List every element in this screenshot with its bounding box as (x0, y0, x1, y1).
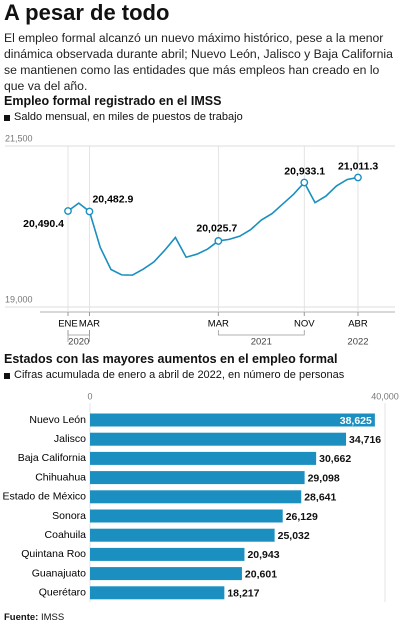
data-label: 20,943 (247, 549, 279, 561)
data-label: 20,482.9 (92, 193, 133, 205)
data-label: 18,217 (227, 588, 259, 600)
source: Fuente: IMSS (4, 612, 64, 623)
category-label: Quintana Roo (21, 548, 86, 560)
data-label: 20,601 (245, 568, 277, 580)
group-label: 2021 (251, 337, 272, 348)
bar (90, 586, 225, 600)
category-label: Guanajuato (32, 567, 86, 579)
x-tick-label: NOV (294, 319, 315, 330)
point-marker (300, 178, 309, 187)
point-marker (64, 207, 72, 215)
y-tick-label: 21,500 (5, 133, 33, 143)
bar (90, 509, 283, 523)
bar (90, 567, 242, 581)
group-bracket (67, 330, 90, 336)
category-label: Jalisco (54, 433, 86, 445)
data-label: 28,641 (304, 492, 336, 504)
category-label: Sonora (52, 510, 86, 522)
chart-subtitle: Saldo mensual, en miles de puestos de tr… (14, 111, 243, 123)
bullet (4, 115, 10, 121)
group-label: 2020 (68, 337, 89, 348)
data-label: 29,098 (308, 472, 340, 484)
bullet (4, 373, 10, 379)
x-tick-label: ABR (348, 319, 368, 330)
data-label: 20,490.4 (23, 218, 64, 230)
page-title: A pesar de todo (4, 0, 170, 25)
category-label: Chihuahua (35, 471, 86, 483)
chart-subtitle: Cifras acumulada de enero a abril de 202… (14, 369, 345, 381)
data-label: 25,032 (278, 530, 310, 542)
bar (90, 451, 317, 465)
x-tick-label: ENE (58, 319, 78, 330)
group-label: 2022 (347, 337, 368, 348)
x-tick-label: 40,000 (371, 391, 399, 401)
bar (90, 547, 245, 561)
chart-title: Estados con las mayores aumentos en el e… (4, 352, 338, 366)
intro-text: El empleo formal alcanzó un nuevo máximo… (4, 31, 393, 93)
y-tick-label: 19,000 (5, 294, 33, 304)
category-label: Baja California (18, 452, 86, 464)
category-label: Estado de México (3, 491, 87, 503)
point-marker (85, 207, 94, 216)
point-marker (214, 237, 223, 245)
point-marker (354, 173, 362, 182)
category-label: Nuevo León (29, 414, 86, 426)
source-text: IMSS (40, 612, 65, 623)
line-series (67, 176, 359, 276)
x-tick-label: MAR (208, 319, 229, 330)
bar (90, 471, 305, 485)
x-tick-label: 0 (87, 391, 92, 401)
data-label: 20,933.1 (284, 165, 325, 177)
category-label: Coahuila (45, 529, 87, 541)
data-label: 26,129 (286, 511, 318, 523)
data-label: 38,625 (340, 415, 372, 427)
bar (90, 432, 347, 446)
bar (90, 490, 302, 504)
chart-title: Empleo formal registrado en el IMSS (4, 94, 222, 108)
data-label: 30,662 (319, 453, 351, 465)
bar (90, 413, 375, 427)
data-label: 21,011.3 (338, 160, 378, 172)
group-bracket (217, 330, 305, 336)
bar (90, 528, 275, 542)
data-label: 34,716 (349, 434, 381, 446)
category-label: Querétaro (39, 587, 86, 599)
x-tick-label: MAR (79, 319, 100, 330)
data-label: 20,025.7 (196, 223, 237, 235)
source-label: Fuente: (4, 612, 39, 623)
